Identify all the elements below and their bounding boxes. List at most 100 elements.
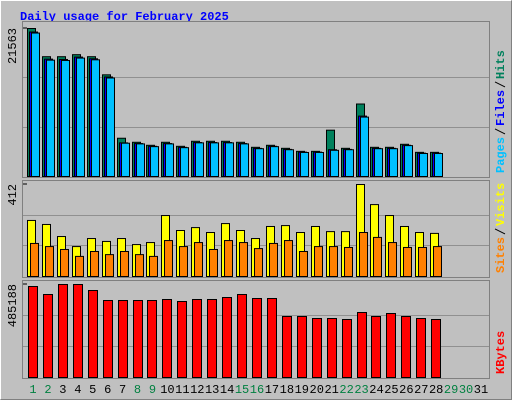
x-tick-label: 15 (235, 383, 249, 397)
bar (314, 246, 323, 277)
bar (433, 246, 442, 277)
bar (31, 32, 40, 178)
x-tick-label: 14 (220, 383, 234, 397)
bar (431, 319, 441, 378)
bar (179, 246, 188, 277)
x-tick-label: 7 (119, 383, 126, 397)
x-tick-label: 8 (134, 383, 141, 397)
bar (371, 316, 381, 379)
bar (88, 290, 98, 378)
x-tick-label: 16 (250, 383, 264, 397)
bar (207, 299, 217, 379)
bar (192, 299, 202, 379)
x-tick-label: 31 (474, 383, 488, 397)
bar (121, 142, 130, 178)
bar (73, 284, 83, 378)
bar (58, 284, 68, 378)
bar (60, 248, 69, 277)
bar (282, 316, 292, 379)
bar (329, 246, 338, 277)
bar (133, 300, 143, 378)
legend-entry: Files (494, 90, 508, 126)
bar (45, 246, 54, 277)
x-tick-label: 28 (429, 383, 443, 397)
bar (327, 318, 337, 379)
bar (342, 319, 352, 378)
bar (269, 242, 278, 278)
bar (254, 248, 263, 277)
x-tick-label: 20 (310, 383, 324, 397)
bar (255, 148, 264, 177)
x-tick-label: 2 (44, 383, 51, 397)
bar (330, 149, 339, 177)
x-tick-label: 30 (459, 383, 473, 397)
bar (106, 77, 115, 177)
legend-entry: KBytes (494, 331, 508, 374)
x-tick-label: 12 (190, 383, 204, 397)
bar (401, 316, 411, 379)
x-tick-label: 22 (339, 383, 353, 397)
legend-separator (494, 228, 506, 235)
bar (177, 301, 187, 379)
bar (345, 149, 354, 177)
legend-entry: Visits (494, 183, 508, 226)
y-tick-label: 412 (6, 184, 20, 206)
x-tick-label: 18 (280, 383, 294, 397)
bar (46, 59, 55, 177)
bar (270, 146, 279, 177)
bar (43, 294, 53, 379)
bar (91, 59, 100, 177)
x-tick-label: 26 (399, 383, 413, 397)
x-tick-label: 5 (89, 383, 96, 397)
bar (195, 142, 204, 177)
x-tick-label: 29 (444, 383, 458, 397)
bar (297, 316, 307, 379)
legend: Sites Visits (494, 183, 508, 273)
bar (30, 242, 39, 278)
bar (237, 294, 247, 379)
x-tick-label: 4 (74, 383, 81, 397)
legend-separator (494, 128, 506, 135)
bar (118, 300, 128, 378)
bar (373, 236, 382, 278)
bar (90, 250, 99, 278)
bar (135, 254, 144, 277)
bar (222, 297, 232, 378)
bar (416, 318, 426, 379)
bar (239, 242, 248, 278)
bar (434, 153, 443, 178)
bar (418, 246, 427, 277)
bar (103, 300, 113, 378)
x-tick-label: 6 (104, 383, 111, 397)
bar (344, 246, 353, 277)
bar (164, 240, 173, 277)
chart-title: Daily usage for February 2025 (20, 10, 229, 24)
bar (374, 148, 383, 177)
bar (403, 246, 412, 277)
bar (61, 60, 70, 178)
bar (225, 142, 234, 177)
bar (359, 232, 368, 277)
y-tick-label: 21563 (6, 28, 20, 64)
x-tick-label: 27 (414, 383, 428, 397)
bar (300, 151, 309, 178)
bar (419, 153, 428, 178)
bar (147, 300, 157, 378)
bar (224, 240, 233, 277)
x-tick-label: 1 (29, 383, 36, 397)
bar (285, 149, 294, 177)
bar (388, 242, 397, 278)
x-tick-label: 19 (295, 383, 309, 397)
legend-entry: Sites (494, 237, 508, 273)
x-tick-label: 10 (160, 383, 174, 397)
x-tick-label: 13 (205, 383, 219, 397)
bar (165, 143, 174, 177)
bar (150, 146, 159, 177)
x-tick-label: 9 (149, 383, 156, 397)
bar (389, 148, 398, 177)
bar (162, 299, 172, 379)
x-tick-label: 3 (59, 383, 66, 397)
bar (28, 285, 38, 378)
legend-entry: Hits (494, 50, 508, 79)
